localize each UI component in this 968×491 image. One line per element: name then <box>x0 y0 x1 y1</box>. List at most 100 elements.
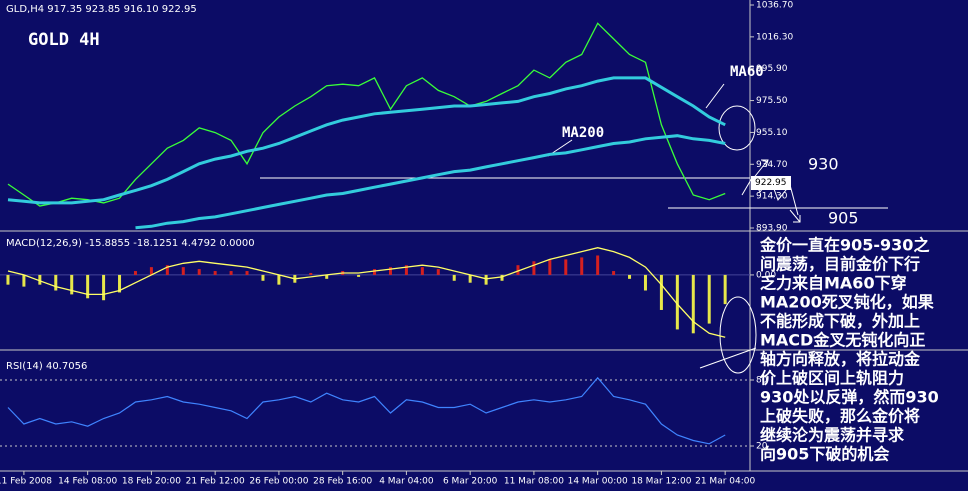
histogram-bar <box>564 259 568 275</box>
histogram-bar <box>118 274 122 293</box>
histogram-bar <box>261 274 265 281</box>
histogram-bar <box>596 255 600 275</box>
histogram-bar <box>38 274 42 285</box>
series-label: MA200 <box>562 125 604 141</box>
histogram-bar <box>612 271 616 275</box>
note-line: 价上破区间上轨阻力 <box>760 369 904 388</box>
histogram-bar <box>22 274 26 287</box>
signal-line <box>7 247 726 338</box>
note-line: 金价一直在905-930之 <box>759 236 929 255</box>
x-tick-label: 28 Feb 16:00 <box>313 477 372 487</box>
histogram-bar <box>6 274 10 285</box>
histogram-bar <box>484 274 488 285</box>
histogram-bar <box>388 267 392 275</box>
histogram-bar <box>659 274 663 310</box>
y-tick-label: 914.30 <box>756 192 788 202</box>
histogram-bar <box>707 274 711 324</box>
histogram-bar <box>628 274 632 279</box>
note-line: 乏力来自MA60下穿 <box>760 274 907 293</box>
y-tick-label: 1036.70 <box>756 1 793 11</box>
x-tick-label: 11 Mar 08:00 <box>504 477 564 487</box>
price-line <box>7 22 726 207</box>
pointer <box>699 347 757 369</box>
rsi-title: RSI(14) 40.7056 <box>6 361 87 372</box>
x-tick-label: 21 Feb 12:00 <box>186 477 245 487</box>
histogram-bar <box>436 269 440 275</box>
histogram-bar <box>277 274 281 285</box>
note-line: MACD金叉无钝化向正 <box>760 331 925 350</box>
x-tick-label: 18 Feb 20:00 <box>122 477 181 487</box>
ma-line <box>135 134 726 230</box>
histogram-bar <box>404 265 408 275</box>
level-label: 905 <box>828 209 859 228</box>
note-line: 向905下破的机会 <box>760 445 889 464</box>
note-line: 继续沦为震荡并寻求 <box>760 426 905 445</box>
histogram-bar <box>133 271 137 275</box>
histogram-bar <box>643 274 647 291</box>
arrows <box>751 159 801 223</box>
y-tick-label: 995.90 <box>756 64 788 74</box>
histogram-bar <box>86 274 90 299</box>
x-tick-label: 18 Mar 12:00 <box>631 477 691 487</box>
histogram-bar <box>452 274 456 281</box>
note-line: 轴方向释放，将拉动金 <box>760 350 921 369</box>
x-tick-label: 21 Mar 04:00 <box>695 477 755 487</box>
macd-title: MACD(12,26,9) -15.8855 -18.1251 4.4792 0… <box>6 238 255 249</box>
histogram-bar <box>70 274 74 295</box>
note-line: MA200死叉钝化，如果 <box>760 293 934 312</box>
histogram-bar <box>181 267 185 275</box>
x-tick-label: 11 Feb 2008 <box>0 477 52 487</box>
histogram-bar <box>373 269 377 275</box>
note-line: 不能形成下破，外加上 <box>760 312 920 331</box>
pointer <box>705 83 725 109</box>
histogram-bar <box>420 267 424 275</box>
histogram-bar <box>532 261 536 275</box>
x-tick-label: 26 Feb 00:00 <box>249 477 308 487</box>
note-line: 930处以反弹，然而930 <box>760 388 939 407</box>
histogram-bar <box>468 274 472 283</box>
x-tick-label: 4 Mar 04:00 <box>379 477 434 487</box>
histogram-bar <box>325 274 329 279</box>
note-line: 间震荡，目前金价下行 <box>760 255 920 274</box>
histogram-bar <box>165 265 169 275</box>
price-box <box>751 176 791 190</box>
histogram-bar <box>245 271 249 275</box>
histogram-bar <box>213 271 217 275</box>
highlight-ellipse <box>719 296 757 374</box>
series-label: MA60 <box>730 64 764 80</box>
histogram-bar <box>149 267 153 275</box>
y-tick-label: 955.10 <box>756 128 788 138</box>
histogram-bar <box>580 257 584 275</box>
y-tick-label: 975.50 <box>756 96 788 106</box>
highlight-ellipse <box>718 105 756 151</box>
y-tick-label: 934.70 <box>756 160 788 170</box>
y-tick-label: 1016.30 <box>756 32 793 42</box>
chart-title: GOLD 4H <box>28 30 100 50</box>
histogram-bar <box>229 271 233 275</box>
chart-subtitle: GLD,H4 917.35 923.85 916.10 922.95 <box>6 4 197 15</box>
histogram-bar <box>500 274 504 281</box>
histogram-bar <box>309 272 313 275</box>
rsi-line <box>7 376 726 445</box>
y-tick-label: 893.90 <box>756 224 788 234</box>
histogram-bar <box>548 259 552 275</box>
histogram-bar <box>54 274 58 291</box>
x-tick-label: 14 Mar 00:00 <box>568 477 628 487</box>
x-tick-label: 6 Mar 20:00 <box>443 477 498 487</box>
histogram-bar <box>197 269 201 275</box>
histogram-bar <box>675 274 679 330</box>
histogram-bar <box>516 265 520 275</box>
current-price: 922.95 <box>755 178 787 188</box>
histogram-bar <box>691 274 695 334</box>
x-tick-label: 14 Feb 08:00 <box>58 477 117 487</box>
note-line: 上破失败，那么金价将 <box>760 407 920 426</box>
y-tick-label: 0.00 <box>756 270 776 280</box>
level-label: 930 <box>808 155 839 174</box>
histogram-bar <box>102 274 106 301</box>
ma-line <box>7 76 726 205</box>
y-tick-label: 80 <box>756 376 768 386</box>
histogram-bar <box>357 274 361 277</box>
